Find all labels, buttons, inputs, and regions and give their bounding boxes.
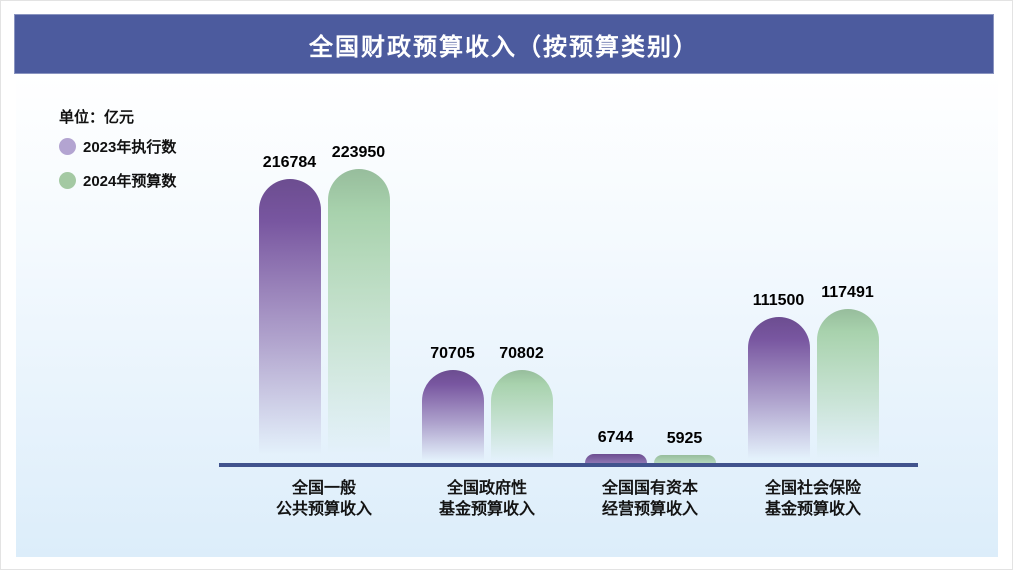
category-label: 全国一般 公共预算收入 — [275, 480, 372, 518]
legend: 2023年执行数 2024年预算数 — [59, 136, 176, 204]
value-label: 6744 — [597, 429, 634, 447]
bar-group-4: 111500 117491 — [732, 284, 895, 463]
category-label: 全国政府性 基金预算收入 — [438, 480, 535, 518]
plot-area: 216784 223950 70705 70802 6744 5925 111500 1174… — [219, 74, 918, 557]
legend-item-2023: 2023年执行数 — [59, 136, 176, 156]
legend-label-2023: 2023年执行数 — [83, 138, 177, 156]
bar-column: 6744 — [584, 429, 647, 463]
bars-row: 216784 223950 70705 70802 6744 5925 111500 1174… — [219, 74, 918, 463]
bar-group-3: 6744 5925 — [569, 429, 732, 463]
bar-column: 216784 — [258, 153, 321, 463]
bar-column: 70705 — [421, 345, 484, 463]
bar-column: 5925 — [653, 430, 716, 463]
bar — [747, 316, 810, 463]
bar-column: 117491 — [816, 283, 879, 463]
bar-column: 111500 — [747, 291, 810, 463]
bar-group-1: 216784 223950 — [243, 144, 406, 463]
chart-title-bar: 全国财政预算收入（按预算类别） — [14, 14, 994, 74]
bar — [816, 308, 879, 463]
legend-swatch-2024-icon — [59, 171, 76, 189]
unit-label: 单位：亿元 — [59, 109, 135, 126]
bar-column: 223950 — [327, 144, 390, 463]
bar — [421, 370, 484, 463]
value-label: 70802 — [499, 345, 544, 363]
category-label: 全国社会保险 基金预算收入 — [764, 480, 861, 518]
legend-label-2024: 2024年预算数 — [83, 172, 177, 190]
value-label: 5925 — [666, 430, 703, 447]
chart-area: 单位：亿元 2023年执行数 2024年预算数 216784 223950 7070… — [16, 74, 998, 557]
value-label: 223950 — [331, 144, 386, 162]
bar — [653, 455, 716, 463]
x-axis-line — [219, 463, 918, 467]
value-label: 111500 — [752, 291, 805, 309]
chart-title: 全国财政预算收入（按预算类别） — [309, 33, 699, 61]
bar — [584, 454, 647, 463]
value-label: 216784 — [262, 153, 317, 171]
value-label: 70705 — [430, 345, 475, 363]
bar — [258, 178, 321, 463]
bar — [327, 169, 390, 463]
bar-group-2: 70705 70802 — [406, 345, 569, 463]
legend-item-2024: 2024年预算数 — [59, 170, 176, 190]
category-label: 全国国有资本 经营预算收入 — [601, 480, 698, 518]
legend-swatch-2023-icon — [59, 137, 76, 155]
value-label: 117491 — [821, 283, 874, 301]
category-labels-row: 全国一般 公共预算收入 全国政府性 基金预算收入 全国国有资本 经营预算收入 全国社会保险基… — [219, 478, 918, 520]
bar — [490, 370, 553, 463]
bar-column: 70802 — [490, 345, 553, 463]
